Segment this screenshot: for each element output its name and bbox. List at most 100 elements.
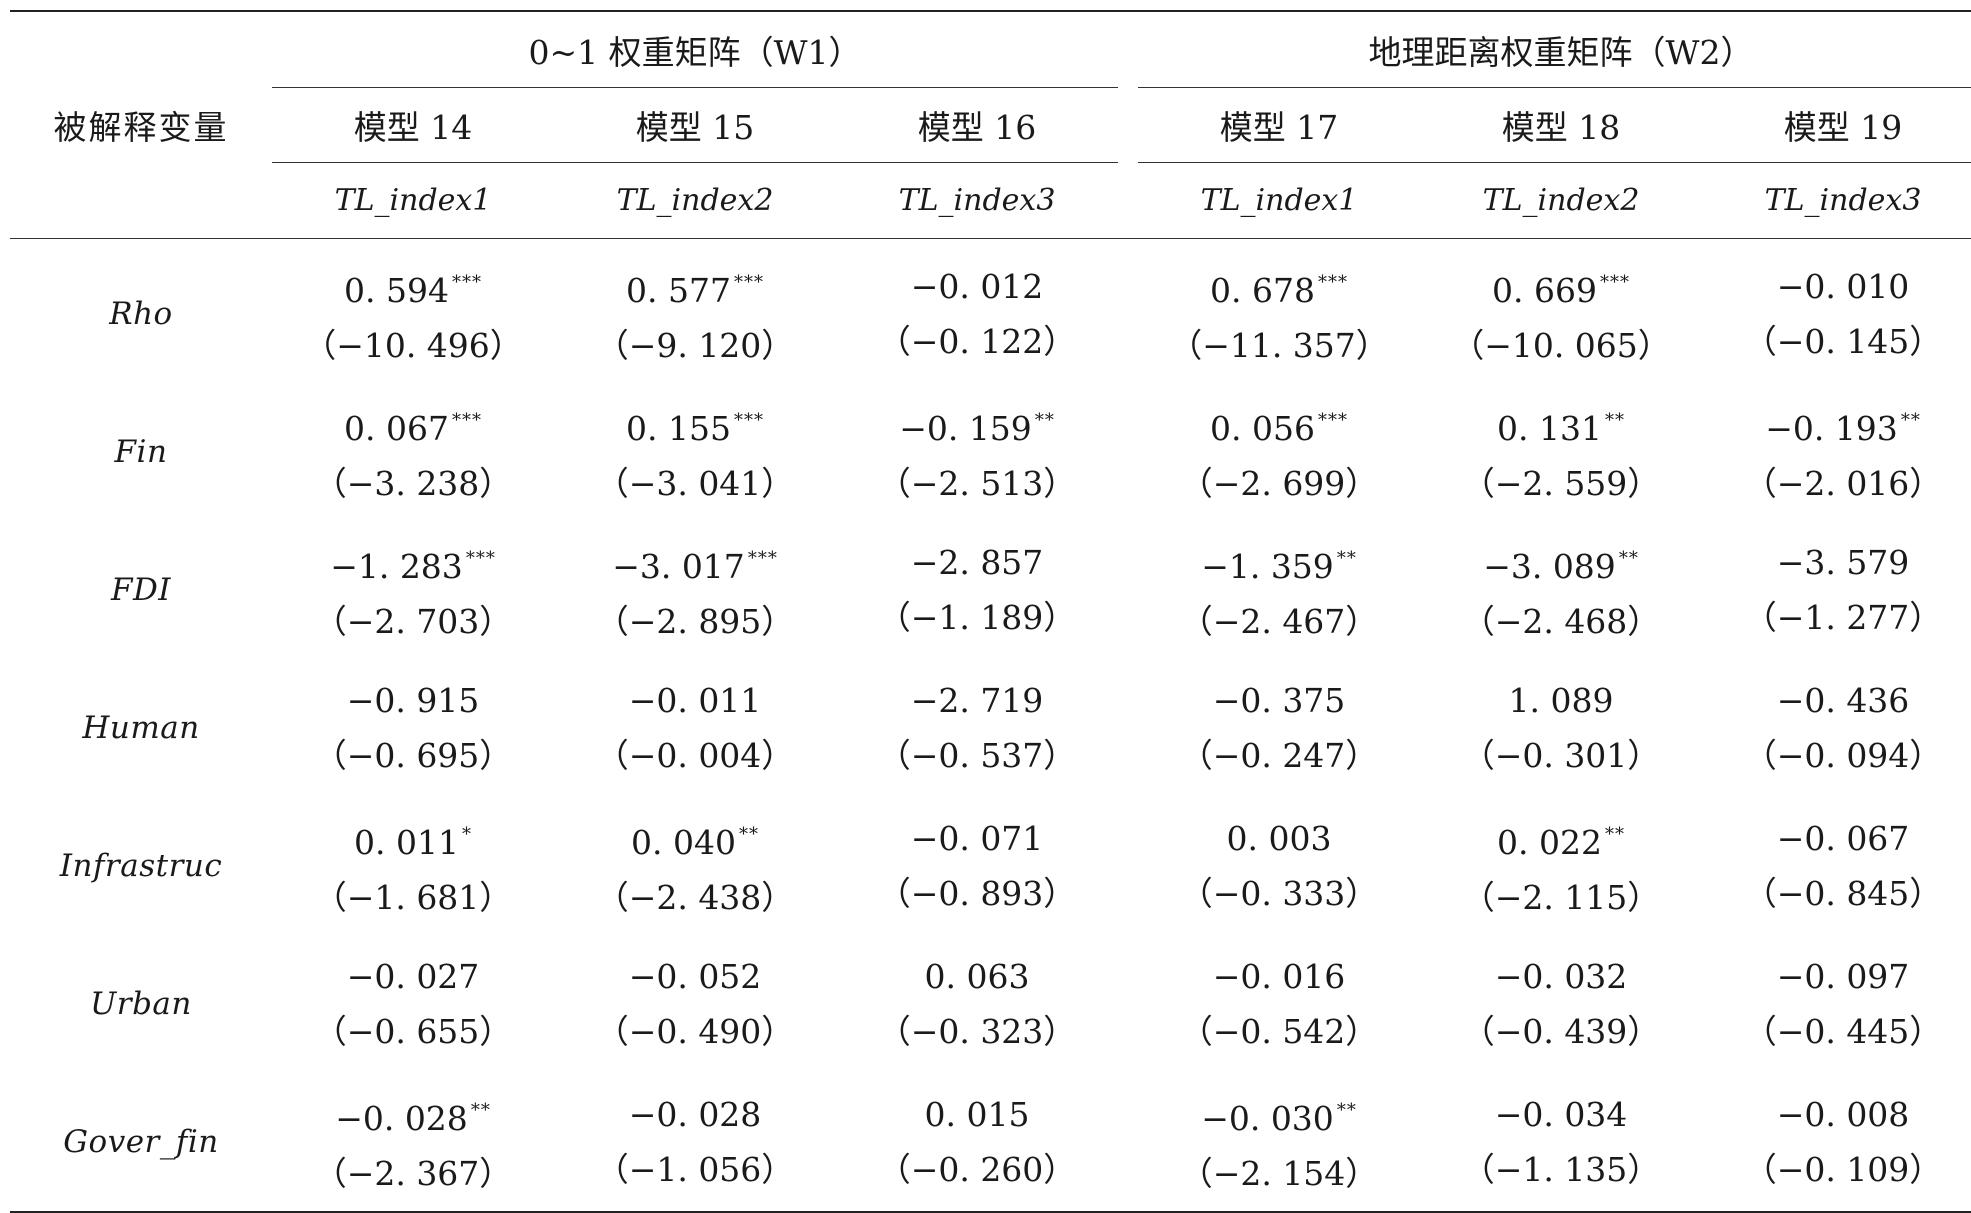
coefficient-line: 0. 040 ** <box>554 807 836 870</box>
t-statistic: （−9. 120） <box>595 326 795 365</box>
t-statistic: （−1. 189） <box>877 598 1077 637</box>
estimate-cell: −0. 067 （−0. 845） <box>1702 797 1971 935</box>
significance-stars: ** <box>470 1100 491 1121</box>
coefficient-line: −0. 012 <box>836 259 1118 314</box>
estimate-cell: −3. 017 *** （−2. 895） <box>554 521 836 659</box>
coefficient-value: 0. 056 <box>1210 409 1315 448</box>
t-statistic: （−0. 490） <box>595 1012 795 1051</box>
t-statistic: （−3. 238） <box>313 464 513 503</box>
dependent-var-label: TL_index1 <box>1138 162 1420 239</box>
estimate-cell: 0. 594 *** （−10. 496） <box>272 239 554 384</box>
variable-name: FDI <box>110 572 172 608</box>
variable-name: Urban <box>90 986 192 1022</box>
coefficient-value: 0. 131 <box>1497 409 1602 448</box>
t-statistic: （−2. 367） <box>313 1154 513 1193</box>
estimate-cell: −0. 052 （−0. 490） <box>554 935 836 1073</box>
dependent-variable-heading: 被解释变量 <box>10 12 272 239</box>
coefficient-value: 0. 067 <box>344 409 449 448</box>
estimate-cell: −2. 719 （−0. 537） <box>836 659 1118 797</box>
t-statistic: （−2. 699） <box>1179 464 1379 503</box>
coefficient-value: −0. 028 <box>628 1095 762 1134</box>
group-gap <box>1118 88 1138 163</box>
coefficient-line: −0. 097 <box>1702 949 1971 1004</box>
t-statistic: （−0. 260） <box>877 1150 1077 1189</box>
t-statistic: （−0. 145） <box>1743 322 1943 361</box>
coefficient-line: 0. 594 *** <box>272 255 554 318</box>
significance-stars: *** <box>733 410 764 431</box>
coefficient-line: −2. 857 <box>836 535 1118 590</box>
variable-name: Human <box>82 710 200 746</box>
coefficient-value: −0. 034 <box>1494 1095 1628 1134</box>
t-statistic: （−0. 542） <box>1179 1012 1379 1051</box>
header-row-groups: 被解释变量 0~1 权重矩阵（W1） 地理距离权重矩阵（W2） <box>10 12 1971 239</box>
t-statistic: （−0. 893） <box>877 874 1077 913</box>
coefficient-line: −0. 032 <box>1420 949 1702 1004</box>
model-label: 模型 14 <box>272 87 554 163</box>
estimate-cell: −3. 089 ** （−2. 468） <box>1420 521 1702 659</box>
coefficient-line: −1. 359 ** <box>1138 531 1420 594</box>
coefficient-value: −0. 052 <box>628 957 762 996</box>
estimate-cell: −0. 034 （−1. 135） <box>1420 1073 1702 1211</box>
estimate-cell: −0. 097 （−0. 445） <box>1702 935 1971 1073</box>
regression-table-container: 被解释变量 0~1 权重矩阵（W1） 地理距离权重矩阵（W2） 模型 14 模型… <box>10 10 1971 1213</box>
significance-stars: ** <box>1604 824 1625 845</box>
coefficient-value: −0. 012 <box>910 267 1044 306</box>
t-statistic: （−1. 135） <box>1461 1150 1661 1189</box>
t-statistic: （−0. 109） <box>1743 1150 1943 1189</box>
coefficient-value: −0. 915 <box>346 681 480 720</box>
model-label: 模型 19 <box>1702 87 1971 163</box>
estimate-cell: 0. 003 （−0. 333） <box>1138 797 1420 935</box>
regression-table: 被解释变量 0~1 权重矩阵（W1） 地理距离权重矩阵（W2） 模型 14 模型… <box>10 10 1971 1213</box>
coefficient-value: −0. 436 <box>1776 681 1910 720</box>
coefficient-value: 0. 040 <box>631 823 736 862</box>
bottom-rule <box>10 1210 1971 1213</box>
t-statistic: （−2. 438） <box>595 878 795 917</box>
coefficient-line: −0. 016 <box>1138 949 1420 1004</box>
estimate-cell: 0. 155 *** （−3. 041） <box>554 383 836 521</box>
estimate-cell: 0. 678 *** （−11. 357） <box>1138 239 1420 384</box>
t-statistic: （−0. 695） <box>313 736 513 775</box>
coefficient-value: 0. 155 <box>626 409 731 448</box>
coefficient-line: −0. 375 <box>1138 673 1420 728</box>
coefficient-line: 0. 131 ** <box>1420 393 1702 456</box>
estimate-cell: −0. 028 （−1. 056） <box>554 1073 836 1211</box>
t-statistic: （−2. 154） <box>1179 1154 1379 1193</box>
estimate-cell: −0. 915 （−0. 695） <box>272 659 554 797</box>
model-label: 模型 17 <box>1138 87 1420 163</box>
coefficient-line: 0. 022 ** <box>1420 807 1702 870</box>
group-gap <box>1118 521 1138 659</box>
coefficient-value: 0. 015 <box>924 1095 1030 1134</box>
significance-stars: *** <box>1599 272 1630 293</box>
group-gap <box>1118 383 1138 521</box>
coefficient-value: 0. 678 <box>1210 271 1315 310</box>
t-statistic: （−2. 115） <box>1461 878 1661 917</box>
significance-stars: *** <box>1317 410 1348 431</box>
coefficient-value: −0. 008 <box>1776 1095 1910 1134</box>
coefficient-value: −0. 011 <box>628 681 762 720</box>
significance-stars: ** <box>738 824 759 845</box>
coefficient-value: 0. 003 <box>1226 819 1332 858</box>
estimate-cell: −0. 016 （−0. 542） <box>1138 935 1420 1073</box>
estimate-cell: −2. 857 （−1. 189） <box>836 521 1118 659</box>
header-row-models: 模型 14 模型 15 模型 16 模型 17 模型 18 模型 19 <box>10 87 1971 163</box>
significance-stars: ** <box>1336 1100 1357 1121</box>
coefficient-value: 0. 063 <box>924 957 1030 996</box>
t-statistic: （−0. 439） <box>1461 1012 1661 1051</box>
header-row-dependent-vars: TL_index1 TL_index2 TL_index3 TL_index1 … <box>10 162 1971 239</box>
significance-stars: *** <box>465 548 496 569</box>
group-title-w2: 地理距离权重矩阵（W2） <box>1138 12 1971 88</box>
coefficient-line: −0. 915 <box>272 673 554 728</box>
t-statistic: （−1. 056） <box>595 1150 795 1189</box>
coefficient-value: −0. 097 <box>1776 957 1910 996</box>
t-statistic: （−2. 468） <box>1461 602 1661 641</box>
coefficient-line: 0. 063 <box>836 949 1118 1004</box>
coefficient-value: −3. 089 <box>1483 547 1616 586</box>
coefficient-value: −0. 032 <box>1494 957 1628 996</box>
variable-name: Fin <box>114 434 168 470</box>
coefficient-value: −0. 010 <box>1776 267 1910 306</box>
estimate-cell: −0. 375 （−0. 247） <box>1138 659 1420 797</box>
coefficient-value: −0. 067 <box>1776 819 1910 858</box>
estimate-cell: 0. 067 *** （−3. 238） <box>272 383 554 521</box>
t-statistic: （−1. 277） <box>1743 598 1943 637</box>
dependent-var-label: TL_index2 <box>1420 162 1702 239</box>
